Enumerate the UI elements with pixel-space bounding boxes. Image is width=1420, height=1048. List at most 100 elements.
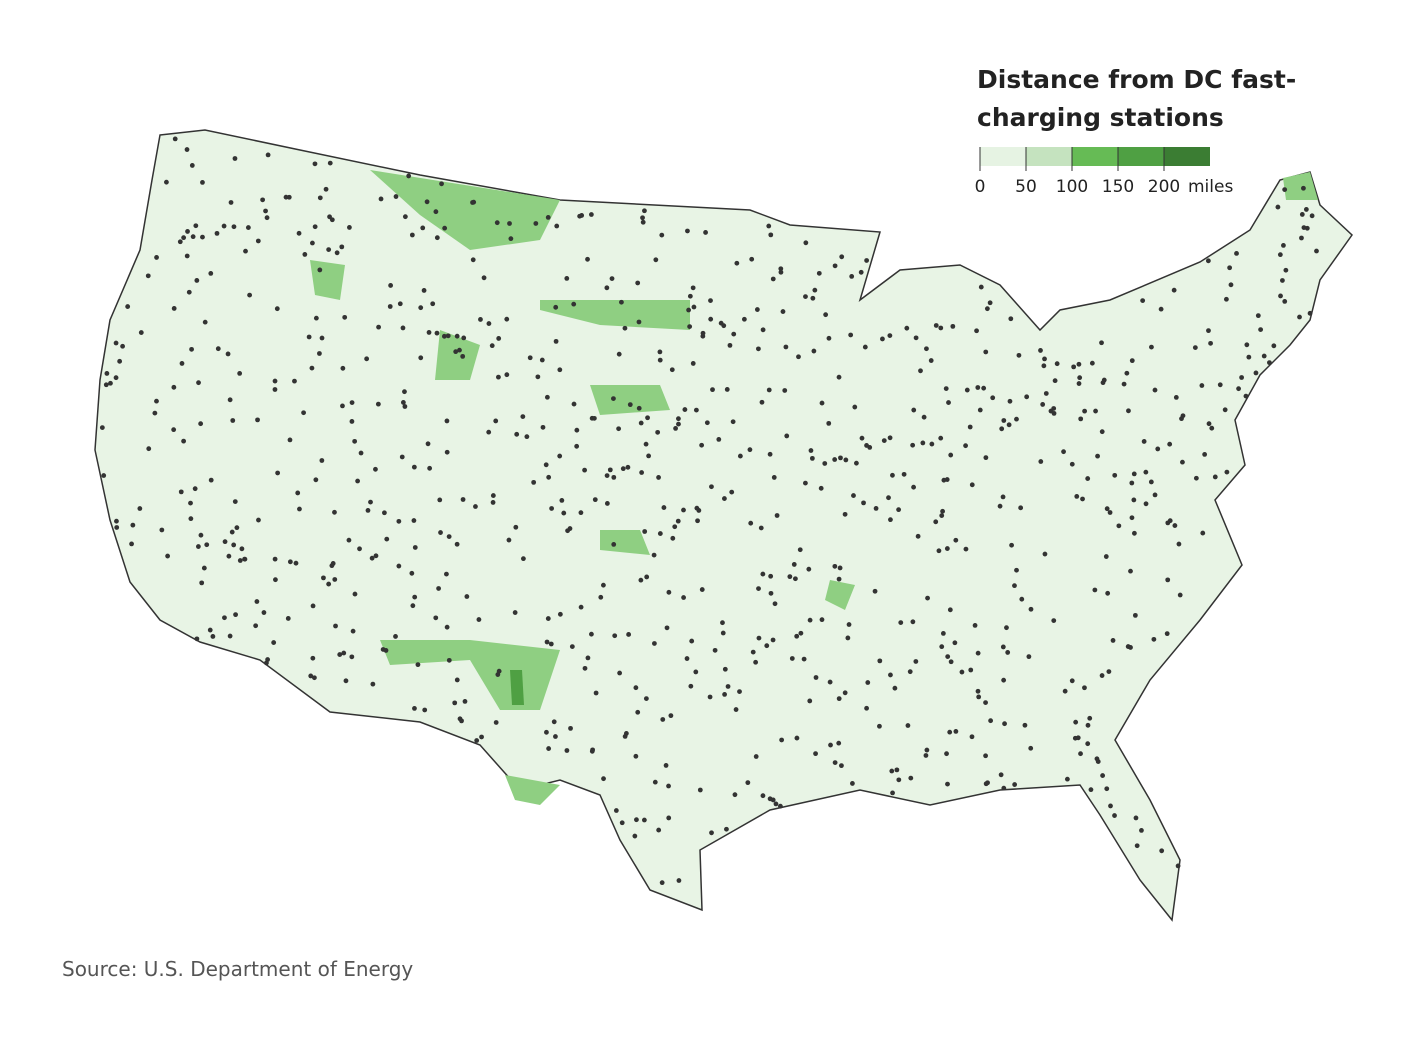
station (1165, 520, 1171, 526)
station (513, 524, 519, 530)
legend-title: Distance from DC fast- (977, 65, 1296, 94)
station (591, 415, 597, 421)
station (898, 620, 904, 625)
station (681, 507, 686, 513)
station (295, 490, 301, 496)
station (1281, 243, 1286, 248)
station (1239, 375, 1245, 380)
station (1199, 383, 1205, 388)
station (496, 374, 501, 380)
station (1173, 394, 1179, 400)
station (352, 591, 358, 597)
station (1267, 360, 1272, 366)
station (889, 768, 895, 774)
station (681, 595, 686, 600)
station (460, 497, 466, 502)
station (651, 552, 657, 558)
station (1073, 719, 1079, 725)
station (720, 620, 725, 626)
station (888, 672, 893, 678)
station (633, 753, 639, 759)
station (913, 335, 919, 341)
station (1001, 677, 1007, 683)
station (1299, 212, 1305, 217)
station (842, 690, 848, 696)
station (232, 499, 238, 505)
station (690, 361, 696, 366)
station (953, 729, 959, 734)
distance-bands (310, 170, 1318, 805)
station (633, 685, 639, 691)
station (1054, 361, 1060, 367)
station (703, 230, 708, 235)
station (836, 740, 842, 746)
station (759, 399, 765, 405)
station (1129, 358, 1135, 364)
station (253, 623, 259, 629)
station (557, 611, 563, 617)
station (783, 344, 789, 350)
station (944, 546, 950, 551)
station (673, 425, 678, 431)
station (864, 443, 869, 448)
station (816, 270, 822, 276)
station (1075, 735, 1081, 741)
station (454, 541, 460, 547)
station (426, 330, 432, 335)
station (1208, 340, 1213, 346)
station (983, 753, 988, 759)
station (231, 224, 237, 230)
station (1134, 843, 1140, 849)
station (310, 655, 316, 661)
station (1282, 298, 1288, 304)
station (452, 700, 458, 706)
station (894, 767, 900, 773)
station (768, 232, 774, 238)
station (239, 546, 245, 552)
station (358, 450, 364, 456)
station (171, 384, 177, 390)
station (721, 323, 727, 329)
station (880, 336, 885, 342)
legend-swatch (1026, 147, 1072, 166)
station (1133, 815, 1139, 821)
station (724, 826, 729, 832)
station (504, 372, 510, 378)
station (924, 346, 929, 352)
station (613, 808, 619, 813)
station (748, 520, 754, 526)
station (787, 574, 793, 580)
station (1192, 345, 1198, 350)
station (928, 358, 934, 363)
station (1164, 631, 1170, 637)
station (113, 340, 119, 346)
station (675, 518, 681, 524)
station (347, 225, 352, 230)
station (545, 214, 551, 220)
station (858, 269, 864, 275)
station (364, 356, 370, 362)
station (230, 418, 236, 423)
station (941, 477, 947, 483)
station (642, 529, 648, 534)
station (1180, 459, 1185, 465)
station (1080, 496, 1085, 502)
station (638, 577, 644, 583)
station (319, 458, 325, 463)
station (985, 780, 990, 786)
station (688, 683, 694, 689)
station (750, 649, 756, 655)
station (103, 382, 109, 388)
station (936, 548, 942, 554)
station (341, 650, 347, 656)
station (734, 260, 740, 266)
station (1108, 803, 1113, 809)
station (383, 648, 389, 653)
station (189, 163, 195, 168)
station (265, 657, 271, 662)
station (710, 387, 715, 393)
station (708, 316, 714, 322)
station (976, 694, 982, 700)
station (939, 513, 945, 519)
station (940, 508, 945, 514)
